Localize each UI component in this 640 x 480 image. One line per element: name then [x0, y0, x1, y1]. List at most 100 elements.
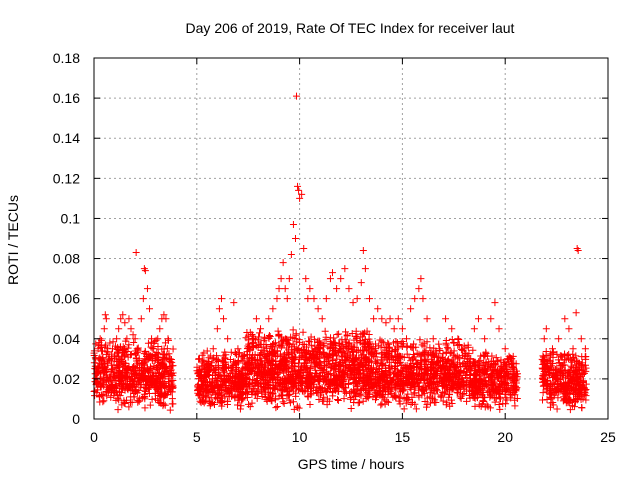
- data-point: [315, 384, 323, 392]
- data-point: [261, 335, 269, 343]
- data-point: [132, 249, 140, 257]
- data-point: [280, 400, 288, 408]
- data-point: [362, 395, 370, 403]
- data-point: [582, 353, 590, 361]
- data-point: [418, 366, 426, 374]
- data-point: [120, 362, 128, 370]
- data-point: [495, 325, 503, 333]
- data-point: [252, 357, 260, 365]
- data-point: [352, 371, 360, 379]
- data-point: [271, 386, 279, 394]
- data-point: [447, 374, 455, 382]
- data-point: [361, 343, 369, 351]
- data-point: [403, 342, 411, 350]
- data-point: [548, 345, 556, 353]
- data-point: [403, 350, 411, 358]
- data-point: [486, 390, 494, 398]
- data-point: [138, 359, 146, 367]
- data-point: [451, 364, 459, 372]
- data-point: [328, 269, 336, 277]
- data-point: [162, 382, 170, 390]
- data-point: [416, 336, 424, 344]
- data-point: [111, 355, 119, 363]
- data-point: [475, 401, 483, 409]
- data-point: [471, 402, 479, 410]
- data-point: [307, 341, 315, 349]
- data-point: [231, 349, 239, 357]
- data-point: [320, 340, 328, 348]
- data-point: [341, 351, 349, 359]
- data-point: [442, 339, 450, 347]
- data-point: [167, 369, 175, 377]
- data-point: [439, 363, 447, 371]
- data-point: [334, 395, 342, 403]
- data-point: [434, 358, 442, 366]
- data-point: [581, 389, 589, 397]
- data-point: [341, 336, 349, 344]
- data-point: [212, 390, 220, 398]
- data-point: [273, 403, 281, 411]
- data-point: [319, 349, 327, 357]
- data-point: [290, 405, 298, 413]
- data-point: [287, 333, 295, 341]
- data-point: [229, 369, 237, 377]
- data-point: [419, 384, 427, 392]
- data-point: [542, 360, 550, 368]
- data-point: [337, 275, 345, 283]
- data-point: [377, 390, 385, 398]
- data-point: [448, 336, 456, 344]
- data-point: [302, 275, 310, 283]
- data-point: [390, 325, 398, 333]
- data-point: [341, 367, 349, 375]
- data-point: [495, 368, 503, 376]
- data-point: [296, 385, 304, 393]
- data-point: [383, 381, 391, 389]
- data-point: [168, 358, 176, 366]
- data-point: [432, 370, 440, 378]
- data-point: [311, 363, 319, 371]
- data-point: [261, 384, 269, 392]
- data-point: [492, 394, 500, 402]
- data-point: [292, 330, 300, 338]
- data-point: [478, 361, 486, 369]
- data-point: [439, 397, 447, 405]
- data-point: [293, 92, 301, 100]
- data-point: [300, 388, 308, 396]
- data-point: [208, 359, 216, 367]
- data-point: [265, 350, 273, 358]
- data-point: [412, 405, 420, 413]
- data-point: [300, 359, 308, 367]
- data-point: [495, 400, 503, 408]
- data-point: [234, 345, 242, 353]
- data-point: [94, 368, 102, 376]
- data-point: [117, 372, 125, 380]
- data-point: [252, 315, 260, 323]
- data-point: [241, 388, 249, 396]
- data-point: [193, 363, 201, 371]
- data-point: [220, 376, 228, 384]
- data-point: [455, 353, 463, 361]
- data-point: [198, 382, 206, 390]
- data-point: [437, 392, 445, 400]
- data-point: [141, 404, 149, 412]
- data-point: [295, 355, 303, 363]
- data-point: [151, 384, 159, 392]
- data-point: [472, 377, 480, 385]
- data-point: [573, 375, 581, 383]
- data-point: [360, 338, 368, 346]
- data-point: [294, 370, 302, 378]
- data-point: [345, 375, 353, 383]
- data-point: [307, 390, 315, 398]
- data-point: [288, 372, 296, 380]
- data-point: [220, 359, 228, 367]
- data-point: [285, 275, 293, 283]
- data-point: [326, 360, 334, 368]
- data-point: [300, 346, 308, 354]
- data-point: [435, 340, 443, 348]
- data-point: [234, 401, 242, 409]
- data-point: [213, 352, 221, 360]
- data-point: [283, 295, 291, 303]
- data-point: [140, 392, 148, 400]
- data-point: [219, 378, 227, 386]
- data-point: [285, 351, 293, 359]
